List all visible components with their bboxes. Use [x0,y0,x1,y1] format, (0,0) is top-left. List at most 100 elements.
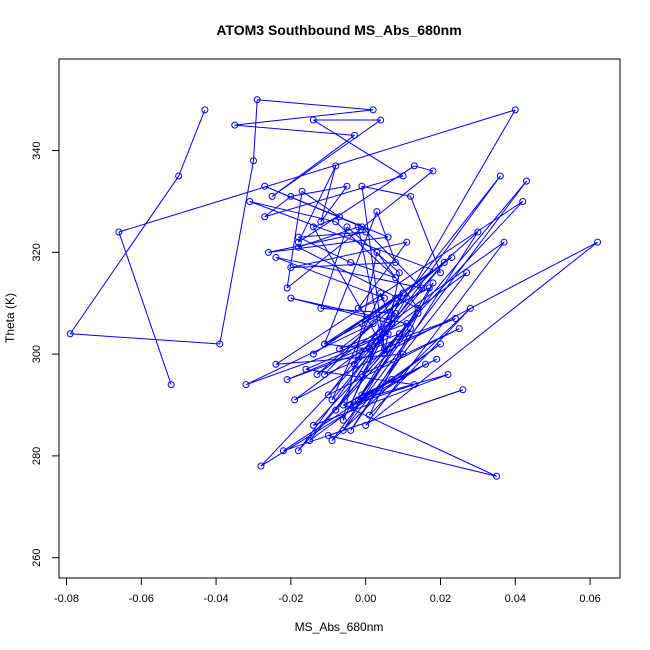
x-tick-label: 0.04 [505,593,526,605]
data-point [350,360,358,368]
series-segment [257,99,374,111]
data-point [350,131,358,139]
data-point [261,182,269,190]
data-point [436,269,444,277]
x-tick-label: -0.06 [129,593,154,605]
series-segment [410,196,441,273]
series-segment [376,211,397,263]
x-axis-label: MS_Abs_680nm [295,620,384,634]
series-segment [245,323,374,386]
data-point [354,396,362,404]
data-point [369,320,377,328]
data-point [242,381,250,389]
data-point [332,406,340,414]
series-segment [118,109,516,233]
series-segment [309,343,441,442]
x-tick-label: -0.02 [278,593,303,605]
series-segment [313,119,404,177]
data-point [272,253,280,261]
data-point [358,320,366,328]
data-point [257,462,265,470]
series-segment [320,185,348,223]
data-point [294,238,302,246]
series-segment [70,333,220,345]
data-point [343,223,351,231]
series-segment [357,241,408,309]
data-point [302,365,310,373]
series-segment [365,241,598,426]
data-point [380,345,388,353]
data-point [392,259,400,267]
series-segment [354,343,441,406]
series-segment [290,185,348,197]
data-point [369,106,377,114]
data-point [410,162,418,170]
series-segment [298,246,419,309]
data-point [249,157,257,165]
data-point [306,437,314,445]
x-axis: -0.08 -0.06 -0.04 -0.02 0.00 0.02 0.04 0.06 [54,577,601,605]
data-point [66,330,74,338]
data-point [294,233,302,241]
data-point [373,248,381,256]
data-point [283,376,291,384]
series-segment [357,226,385,355]
series-segment [290,262,396,269]
data-point [347,401,355,409]
series-segment [275,201,524,365]
data-point [459,386,467,394]
data-point [594,238,602,246]
data-point [496,172,504,180]
data-point [246,197,254,205]
data-point [347,259,355,267]
y-axis: 260 280 300 320 340 [31,141,60,567]
series-segment [312,226,385,350]
series-segment [234,124,355,136]
y-tick-label: 320 [31,243,43,261]
data-point [377,335,385,343]
data-point [418,284,426,292]
data-point [377,289,385,297]
data-point [115,228,123,236]
series-segment [219,160,254,345]
data-point [399,289,407,297]
data-point [511,106,519,114]
data-point [410,381,418,389]
data-point [377,116,385,124]
data-point [493,472,501,480]
data-point [466,304,474,312]
series-segment [249,201,441,274]
data-point [339,426,347,434]
data-point [317,218,325,226]
series-segment [268,236,389,253]
data-point [403,320,411,328]
data-point [272,360,280,368]
series-segment [320,165,337,222]
data-point [407,325,415,333]
data-point [339,416,347,424]
series-segment [361,226,423,289]
x-tick-label: -0.04 [204,593,229,605]
series-segment [361,328,460,375]
data-point [429,279,437,287]
data-point [287,264,295,272]
data-point [474,228,482,236]
data-point [523,177,530,185]
data-point [287,294,295,302]
data-point [336,345,343,353]
data-point [354,223,362,231]
data-point [436,340,444,348]
data-point [167,381,175,389]
data-point [392,294,400,302]
data-point [328,437,336,445]
data-point [440,259,448,267]
data-point [395,330,403,338]
data-point [298,187,306,195]
data-point [429,167,437,175]
series-segment [346,226,400,274]
series-segment [260,338,382,467]
y-tick-label: 260 [31,548,43,566]
data-point [455,325,463,333]
series-segment [283,389,464,452]
